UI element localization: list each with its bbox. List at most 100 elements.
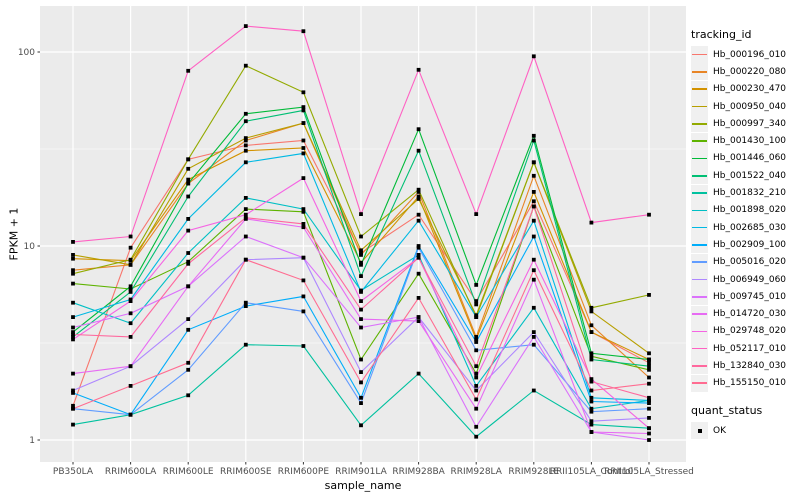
legend-key [691, 46, 708, 64]
data-point [359, 380, 363, 385]
data-point [186, 166, 191, 171]
legend-item-label: Hb_001430_100 [713, 136, 787, 147]
data-point [416, 194, 421, 199]
data-point [589, 388, 594, 393]
legend-item-quant-status-ok: OK [691, 422, 799, 440]
data-point [647, 293, 651, 297]
data-point [474, 397, 479, 402]
legend-item: Hb_000196_010 [691, 46, 799, 64]
data-point [186, 261, 191, 266]
data-point [186, 360, 191, 365]
data-point [531, 305, 536, 310]
data-point [243, 196, 248, 200]
legend-item-label: Hb_005016_020 [713, 257, 787, 268]
data-point [301, 146, 306, 150]
data-point [128, 287, 133, 291]
data-point [589, 357, 594, 362]
data-point [416, 127, 421, 132]
legend-item-label: Hb_001832_210 [713, 188, 787, 199]
legend-key [691, 271, 708, 288]
data-point [531, 54, 536, 59]
legend-key [691, 167, 708, 185]
data-point [128, 262, 133, 267]
data-point [647, 360, 651, 365]
data-point [474, 364, 479, 369]
data-point [589, 351, 594, 356]
legend-key [691, 322, 708, 340]
legend-color-line-icon [692, 244, 707, 246]
legend-item: Hb_132840_030 [691, 357, 799, 375]
data-point [301, 108, 306, 113]
x-tick-label: RRIM600LE [163, 467, 214, 477]
data-point [243, 342, 248, 347]
legend-key [691, 305, 708, 323]
data-point [243, 300, 248, 305]
data-point [71, 391, 75, 395]
data-point [474, 337, 479, 342]
data-point [359, 290, 363, 294]
legend-key [691, 288, 708, 306]
legend-item-label: Hb_000997_340 [713, 118, 787, 129]
data-point [301, 344, 306, 348]
data-point [359, 325, 363, 330]
data-point [531, 335, 536, 339]
data-point [474, 299, 479, 303]
data-point [589, 395, 594, 400]
data-point [186, 181, 191, 186]
data-point [359, 253, 363, 257]
data-point [359, 234, 363, 239]
legend-color-line-icon [692, 123, 707, 125]
data-point [647, 416, 651, 420]
data-point [647, 401, 651, 405]
data-point [243, 143, 248, 148]
legend-key [691, 115, 708, 133]
data-point [243, 212, 248, 217]
data-point [474, 375, 479, 380]
data-point [128, 364, 133, 369]
legend-key [691, 80, 708, 98]
legend-color-line-icon [692, 157, 707, 160]
data-point [359, 401, 363, 405]
data-point [71, 330, 75, 334]
data-point [243, 136, 248, 140]
legend-item-label: Hb_052117_010 [713, 343, 787, 354]
ok-point-marker-icon [697, 428, 702, 433]
x-tick-label: RRIM928BA [392, 467, 445, 477]
data-point [71, 240, 75, 244]
data-point [359, 212, 363, 216]
data-point [589, 220, 594, 225]
legend-item: Hb_000230_470 [691, 80, 799, 98]
x-tick-label: RRIM928LA [450, 467, 502, 477]
data-point [416, 218, 421, 223]
legend-item: Hb_002685_030 [691, 219, 799, 237]
data-point [416, 245, 421, 250]
data-point [359, 370, 363, 374]
y-axis-title: FPKM + 1 [7, 207, 21, 261]
data-point [531, 277, 536, 282]
data-point [531, 342, 536, 347]
legend-title-quant-status: quant_status [691, 403, 763, 417]
legend-item-label: Hb_029748_020 [713, 326, 787, 337]
data-point [128, 257, 133, 262]
legend-color-line-icon [692, 226, 707, 229]
legend-item-label: Hb_006949_060 [713, 274, 787, 285]
data-point [359, 274, 363, 278]
x-tick-label: RRIM928LE [508, 467, 559, 477]
data-point [416, 296, 421, 300]
legend-key [691, 184, 708, 202]
data-point [359, 299, 363, 303]
data-point [128, 245, 133, 250]
legend-color-line-icon [692, 192, 707, 194]
legend-color-line-icon [692, 382, 707, 385]
data-point [474, 313, 479, 318]
data-point [647, 398, 651, 403]
data-point [647, 367, 651, 372]
legend-key [691, 219, 708, 237]
legend-item-label: Hb_132840_030 [713, 360, 787, 371]
data-point [186, 327, 191, 332]
data-point [186, 228, 191, 233]
data-point [474, 424, 479, 429]
y-tick-label: 100 [18, 48, 35, 58]
legend-item-label: Hb_009745_010 [713, 291, 787, 302]
data-point [359, 395, 363, 400]
